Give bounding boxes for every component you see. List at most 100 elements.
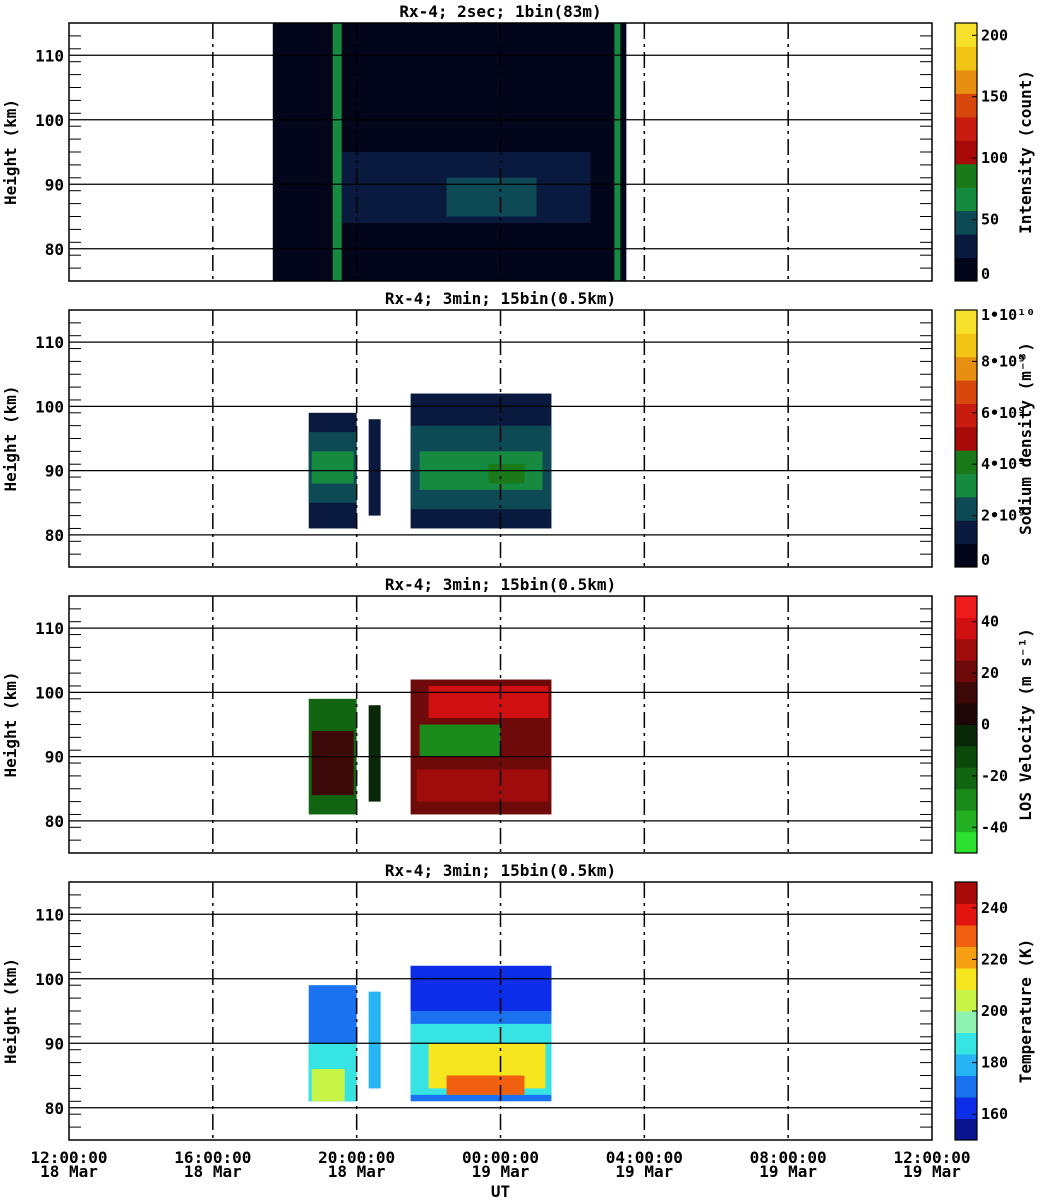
x-tick-time: 12:00:00 xyxy=(893,1148,970,1167)
colorbar-segment xyxy=(955,356,977,381)
panel-3: 80 90 100 110 Rx-4; 3min; 15bin(0.5km) Height… xyxy=(1,575,1035,854)
colorbar-tick-label: 180 xyxy=(981,1054,1008,1072)
colorbar-segment xyxy=(955,1097,977,1119)
x-tick-date: 18 Mar xyxy=(328,1162,386,1181)
colorbar-segment xyxy=(955,989,977,1012)
x-tick-time: 16:00:00 xyxy=(174,1148,251,1167)
data-cell xyxy=(368,419,381,516)
y-tick-label: 80 xyxy=(45,240,64,259)
colorbar-tick-label: 4•10⁹ xyxy=(981,455,1026,473)
colorbar-segment xyxy=(955,210,977,235)
data-cell xyxy=(614,23,621,281)
colorbar-frame xyxy=(954,22,978,282)
colorbar-segment xyxy=(955,1032,977,1055)
colorbar-segment xyxy=(955,380,977,404)
x-tick-date: 19 Mar xyxy=(615,1162,673,1181)
colorbar-tick-label: 8•10⁹ xyxy=(981,352,1026,370)
colorbar-segment xyxy=(955,187,977,212)
colorbar-segment xyxy=(955,1054,977,1076)
colorbar-tick-label: 50 xyxy=(981,211,999,229)
y-tick-label: 90 xyxy=(45,175,64,194)
colorbar-frame xyxy=(954,309,978,568)
colorbar-segment xyxy=(955,116,977,141)
colorbar-label: Intensity (count) xyxy=(1016,70,1035,234)
colorbar-tick-label: -40 xyxy=(981,818,1008,836)
colorbar-segment xyxy=(955,1118,977,1141)
data-cell xyxy=(488,464,525,484)
colorbar-segment xyxy=(955,1075,977,1098)
data-cell xyxy=(311,451,354,484)
x-axis-label: UT xyxy=(491,1182,510,1200)
colorbar-segment xyxy=(955,450,977,475)
x-tick-time: 00:00:00 xyxy=(462,1148,539,1167)
y-axis-label: Height (km) xyxy=(1,958,20,1064)
x-tick-date: 19 Mar xyxy=(903,1162,961,1181)
colorbar-segment xyxy=(955,163,977,188)
panel-4: 80 90 100 110 Rx-4; 3min; 15bin(0.5km) Height… xyxy=(1,861,1035,1141)
x-tick-date: 19 Mar xyxy=(759,1162,817,1181)
colorbar-tick-label: 2•10⁹ xyxy=(981,507,1026,525)
y-axis-label: Height (km) xyxy=(1,386,20,492)
colorbar-segment xyxy=(955,660,977,683)
colorbar-segment xyxy=(955,925,977,947)
colorbar-segment xyxy=(955,1011,977,1033)
colorbar-segment xyxy=(955,681,977,704)
colorbar-segment xyxy=(955,638,977,661)
colorbar-tick-label: 240 xyxy=(981,899,1008,917)
y-tick-label: 80 xyxy=(45,1099,64,1118)
x-tick-date: 18 Mar xyxy=(184,1162,242,1181)
y-tick-label: 90 xyxy=(45,462,64,481)
y-tick-label: 100 xyxy=(35,970,64,989)
data-cell xyxy=(446,177,537,217)
colorbar-segment xyxy=(955,333,977,358)
colorbar: 0 50 100 150 200 Intensity (count) xyxy=(954,22,1035,283)
colorbar-tick-label: -20 xyxy=(981,767,1008,785)
x-tick-time: 20:00:00 xyxy=(318,1148,395,1167)
data-cell xyxy=(410,965,552,1011)
y-tick-label: 100 xyxy=(35,397,64,416)
colorbar-segment xyxy=(955,831,977,854)
plot-frame xyxy=(68,881,933,1141)
x-tick-time: 12:00:00 xyxy=(30,1148,107,1167)
colorbar-segment xyxy=(955,745,977,768)
colorbar-segment xyxy=(955,596,977,618)
colorbar-tick-label: 40 xyxy=(981,613,999,631)
colorbar-tick-label: 1•10¹⁰ xyxy=(981,306,1035,324)
colorbar-tick-label: 160 xyxy=(981,1105,1008,1123)
colorbar-segment xyxy=(955,882,977,904)
panel-title: Rx-4; 2sec; 1bin(83m) xyxy=(399,2,601,21)
x-tick-time: 08:00:00 xyxy=(750,1148,827,1167)
data-cell xyxy=(368,991,381,1089)
colorbar-label: Temperature (K) xyxy=(1016,939,1035,1084)
colorbar-label: LOS Velocity (m s⁻¹) xyxy=(1016,628,1035,821)
colorbar-tick-label: 6•10⁹ xyxy=(981,404,1026,422)
panels: 80 90 100 110 Rx-4; 2sec; 1bin(83m) Height (k… xyxy=(1,2,1035,1141)
colorbar-segment xyxy=(955,403,977,428)
y-tick-label: 80 xyxy=(45,812,64,831)
data-cell xyxy=(332,23,342,281)
y-tick-label: 100 xyxy=(35,111,64,130)
y-tick-label: 80 xyxy=(45,526,64,545)
y-tick-label: 90 xyxy=(45,748,64,767)
panel-1: 80 90 100 110 Rx-4; 2sec; 1bin(83m) Height (k… xyxy=(1,2,1035,283)
y-tick-label: 110 xyxy=(35,333,64,352)
colorbar-tick-label: 220 xyxy=(981,950,1008,968)
colorbar-segment xyxy=(955,310,977,334)
colorbar-segment xyxy=(955,520,977,545)
data-cell xyxy=(311,730,354,796)
colorbar-tick-label: 200 xyxy=(981,26,1008,44)
panel-title: Rx-4; 3min; 15bin(0.5km) xyxy=(385,861,616,880)
colorbar-tick-label: 20 xyxy=(981,664,999,682)
y-axis-label: Height (km) xyxy=(1,672,20,778)
panel-2: 80 90 100 110 Rx-4; 3min; 15bin(0.5km) Height… xyxy=(1,289,1035,569)
colorbar-segment xyxy=(955,903,977,926)
colorbar-segment xyxy=(955,703,977,725)
x-tick-time: 04:00:00 xyxy=(606,1148,683,1167)
colorbar-segment xyxy=(955,496,977,521)
y-axis-label: Height (km) xyxy=(1,99,20,205)
colorbar-tick-label: 150 xyxy=(981,88,1008,106)
colorbar-tick-label: 0 xyxy=(981,265,990,283)
colorbar-segment xyxy=(955,617,977,640)
